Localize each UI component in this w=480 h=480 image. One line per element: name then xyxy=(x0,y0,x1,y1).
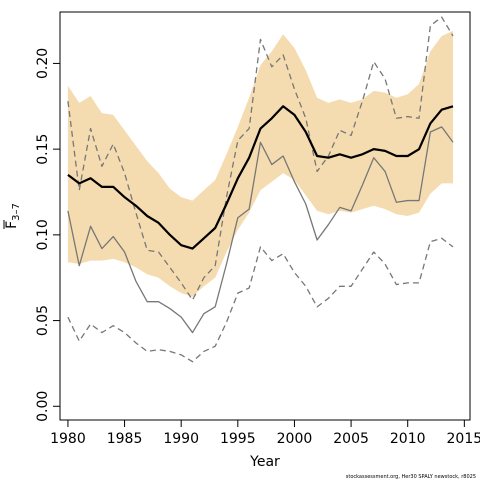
y-axis: 0.00 0.05 0.10 0.15 0.20 xyxy=(35,48,60,422)
y-tick-label-3: 0.15 xyxy=(35,134,51,165)
plot-frame xyxy=(59,11,471,421)
x-tick-label-1990: 1990 xyxy=(163,431,199,447)
x-tick-label-1980: 1980 xyxy=(50,431,86,447)
dashed-lower-line xyxy=(67,237,454,363)
plot-area xyxy=(67,16,454,363)
y-axis-title-subscript: 3–7 xyxy=(11,203,22,221)
y-tick-label-1: 0.05 xyxy=(35,305,51,336)
grey-solid-line xyxy=(67,126,454,334)
svg-text:F3–7: F3–7 xyxy=(4,203,22,229)
x-tick-label-2005: 2005 xyxy=(333,431,369,447)
y-tick-label-0: 0.00 xyxy=(35,391,51,422)
y-axis-title: F3–7 xyxy=(3,203,22,229)
x-tick-label-2015: 2015 xyxy=(447,431,480,447)
dashed-upper-line xyxy=(67,16,454,301)
x-tick-label-1985: 1985 xyxy=(107,431,143,447)
x-tick-label-1995: 1995 xyxy=(220,431,256,447)
estimate-line xyxy=(67,105,454,250)
y-axis-title-main: F xyxy=(4,221,20,229)
x-tick-label-2000: 2000 xyxy=(277,431,313,447)
x-tick-label-2010: 2010 xyxy=(390,431,426,447)
x-axis: 1980 1985 1990 1995 2000 2005 2010 2015 xyxy=(50,420,480,447)
y-tick-label-2: 0.10 xyxy=(35,219,51,250)
confidence-band xyxy=(67,30,454,297)
footnote-text: stockassessment.org, Her30 SPALY newstoc… xyxy=(346,474,476,480)
y-tick-label-4: 0.20 xyxy=(35,48,51,79)
x-axis-title: Year xyxy=(249,454,280,470)
